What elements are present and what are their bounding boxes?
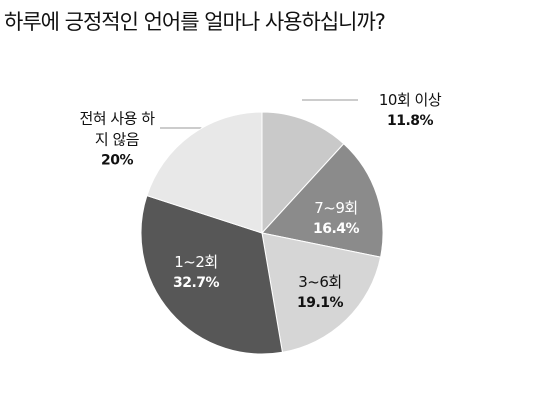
pie-slice	[146, 111, 263, 234]
value-label: 16.4%	[312, 221, 360, 237]
pie-slice	[140, 194, 284, 355]
category-label: 10회 이상	[378, 91, 442, 109]
value-label: 32.7%	[172, 275, 220, 291]
category-label: 1~2회	[174, 253, 218, 271]
value-label: 11.8%	[386, 113, 434, 129]
slice-label: 전혀 사용 하지 않음 20%	[77, 109, 157, 172]
category-label: 3~6회	[298, 273, 342, 291]
slice-label: 1~2회 32.7%	[172, 252, 220, 294]
pie-slice	[261, 143, 384, 258]
category-label: 전혀 사용 하지 않음	[79, 109, 155, 149]
value-label: 19.1%	[296, 295, 344, 311]
category-label: 7~9회	[314, 199, 358, 217]
slice-label: 7~9회 16.4%	[312, 198, 360, 240]
value-label: 20%	[100, 152, 134, 169]
pie-slice	[261, 232, 382, 353]
slice-label: 10회 이상 11.8%	[378, 90, 442, 132]
chart-title: 하루에 긍정적인 언어를 얼마나 사용하십니까?	[4, 10, 386, 34]
slice-label: 3~6회 19.1%	[296, 272, 344, 314]
pie-slice	[261, 111, 345, 235]
